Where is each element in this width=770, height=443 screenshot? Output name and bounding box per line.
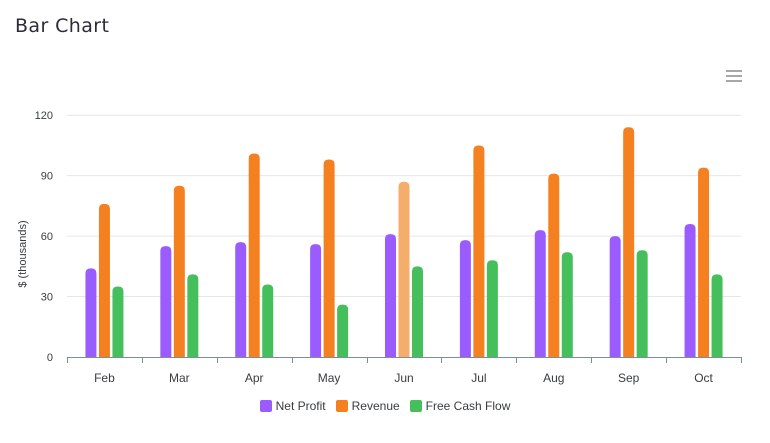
x-tick-label: Jun <box>394 371 413 385</box>
y-tick-label: 60 <box>41 231 53 243</box>
legend: Net Profit Revenue Free Cash Flow <box>0 399 770 413</box>
y-axis-title: $ (thousands) <box>17 220 29 287</box>
bar-free-cash-flow-feb[interactable] <box>112 286 124 357</box>
bar-free-cash-flow-aug[interactable] <box>561 252 573 357</box>
x-tick-label: May <box>318 371 341 385</box>
y-tick-label: 30 <box>41 292 53 304</box>
bar-revenue-jul[interactable] <box>473 145 485 357</box>
bar-revenue-may[interactable] <box>323 159 335 357</box>
bar-net-profit-oct[interactable] <box>684 224 696 357</box>
legend-swatch-free-cash-flow <box>409 400 422 412</box>
y-tick-label: 0 <box>47 352 53 364</box>
legend-swatch-net-profit <box>259 400 272 412</box>
bar-revenue-sep[interactable] <box>623 127 635 357</box>
bar-net-profit-apr[interactable] <box>235 242 247 357</box>
x-tick-label: Aug <box>543 371 564 385</box>
x-tick-label: Oct <box>694 371 713 385</box>
x-tick-label: Apr <box>245 371 264 385</box>
y-axis-ticks: 0 30 60 90 120 <box>35 110 53 364</box>
bar-net-profit-jun[interactable] <box>385 234 396 357</box>
legend-label-revenue: Revenue <box>351 399 400 413</box>
legend-item-net-profit[interactable]: Net Profit <box>259 399 326 413</box>
bar-revenue-oct[interactable] <box>698 167 710 357</box>
bar-revenue-apr[interactable] <box>248 153 260 357</box>
bar-free-cash-flow-apr[interactable] <box>262 284 274 357</box>
bar-free-cash-flow-sep[interactable] <box>636 250 648 357</box>
bar-revenue-aug[interactable] <box>548 173 560 357</box>
x-axis-ticks: Feb Mar Apr May Jun Jul Aug Sep Oct <box>94 371 713 385</box>
x-tick-label: Feb <box>94 371 115 385</box>
bar-free-cash-flow-mar[interactable] <box>187 274 199 357</box>
bar-free-cash-flow-jul[interactable] <box>486 260 498 357</box>
hamburger-menu-icon[interactable] <box>726 70 742 82</box>
bar-revenue-mar[interactable] <box>173 185 185 357</box>
bar-free-cash-flow-jun[interactable] <box>412 266 423 357</box>
y-tick-label: 90 <box>41 171 53 183</box>
bar-net-profit-may[interactable] <box>310 244 322 357</box>
x-tick-label: Mar <box>169 371 190 385</box>
bar-net-profit-mar[interactable] <box>160 246 172 357</box>
legend-label-net-profit: Net Profit <box>275 399 326 413</box>
x-axis <box>67 357 742 363</box>
bar-free-cash-flow-may[interactable] <box>337 304 349 357</box>
legend-item-free-cash-flow[interactable]: Free Cash Flow <box>409 399 511 413</box>
bar-free-cash-flow-oct[interactable] <box>711 274 723 357</box>
bar-net-profit-feb[interactable] <box>85 268 97 357</box>
bar-chart: 0 30 60 90 120 $ (thousands) Feb Mar Apr May Jun… <box>17 110 742 385</box>
x-tick-label: Jul <box>471 371 486 385</box>
legend-label-free-cash-flow: Free Cash Flow <box>425 399 511 413</box>
y-tick-label: 120 <box>35 110 53 122</box>
bar-net-profit-sep[interactable] <box>609 236 621 357</box>
bar-revenue-jun[interactable] <box>398 181 410 357</box>
page-title: Bar Chart <box>15 15 110 37</box>
bar-net-profit-aug[interactable] <box>534 230 546 357</box>
x-tick-label: Sep <box>618 371 640 385</box>
bars <box>85 127 723 357</box>
bar-net-profit-jul[interactable] <box>459 240 471 357</box>
legend-swatch-revenue <box>335 400 348 412</box>
bar-revenue-feb[interactable] <box>98 203 110 357</box>
legend-item-revenue[interactable]: Revenue <box>335 399 400 413</box>
